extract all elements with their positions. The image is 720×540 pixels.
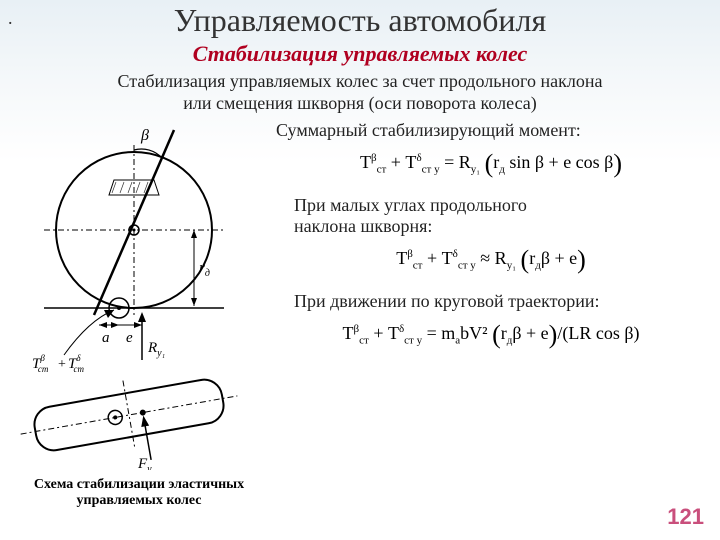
ry-label: Ry₁ <box>147 340 165 359</box>
rd-label: rд <box>199 260 210 279</box>
page-title: Управляемость автомобиля <box>0 0 720 39</box>
e-label: e <box>126 330 133 346</box>
fy-label: Fy₁ <box>137 456 155 470</box>
formula-3: Tβст + Tδст y = mabV² (rдβ + e)/(LR cos … <box>276 320 706 350</box>
plus-sign: + <box>58 357 66 372</box>
desc-line-2: или смещения шкворня (оси поворота колес… <box>183 93 537 113</box>
tbeta-label: Tβст <box>32 353 49 374</box>
formula-2: Tβст + Tδст y ≈ Ry₁ (rдβ + e) <box>276 245 706 275</box>
caption-line-1: Схема стабилизации эластичных <box>34 477 244 492</box>
label-summary: Суммарный стабилизирующий момент: <box>276 120 706 141</box>
corner-dot: . <box>8 8 13 29</box>
label-circular: При движении по круговой траектории: <box>276 291 706 312</box>
content-wrapper: β rд a <box>0 114 720 509</box>
diagram-column: β rд a <box>14 120 264 509</box>
page-number: 121 <box>667 504 704 530</box>
caption-line-2: управляемых колес <box>77 493 202 508</box>
label-small-angles: При малых углах продольного наклона шкво… <box>276 195 706 237</box>
wheel-diagram: β rд a <box>14 120 254 470</box>
beta-label: β <box>140 127 149 144</box>
a-label: a <box>102 330 110 346</box>
diagram-caption: Схема стабилизации эластичных управляемы… <box>14 477 264 509</box>
tdelta-label: Tδст <box>68 353 85 374</box>
formula-1: Tβст + Tδст y = Ry₁ (rд sin β + e cos β) <box>276 149 706 179</box>
desc-line-1: Стабилизация управляемых колес за счет п… <box>118 71 603 91</box>
description: Стабилизация управляемых колес за счет п… <box>0 71 720 114</box>
page-subtitle: Стабилизация управляемых колес <box>0 41 720 67</box>
formula-column: Суммарный стабилизирующий момент: Tβст +… <box>264 120 706 509</box>
